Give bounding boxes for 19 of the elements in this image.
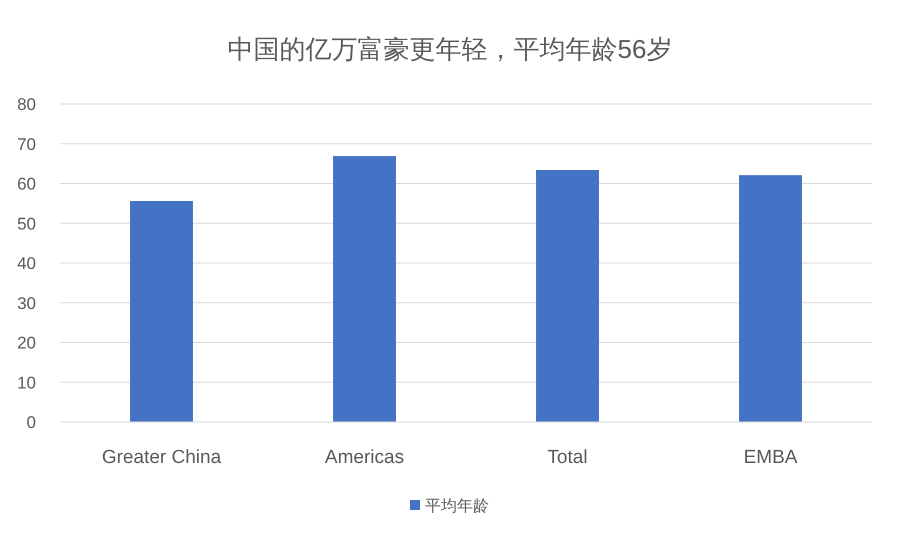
legend-label: 平均年龄 xyxy=(425,498,489,515)
y-tick-label: 0 xyxy=(26,413,36,432)
x-tick-label: Americas xyxy=(324,447,404,468)
bar xyxy=(130,200,193,422)
bar xyxy=(739,175,802,422)
y-tick-label: 40 xyxy=(17,254,36,273)
y-tick-label: 30 xyxy=(17,294,36,313)
y-tick-label: 70 xyxy=(17,134,36,154)
y-tick-label: 60 xyxy=(17,174,36,194)
x-tick-label: Greater China xyxy=(102,447,222,468)
bar xyxy=(333,156,396,422)
x-tick-label: EMBA xyxy=(744,447,798,468)
y-tick-label: 50 xyxy=(17,214,36,234)
y-tick-label: 80 xyxy=(17,95,36,114)
chart-title: 中国的亿万富豪更年轻，平均年龄56岁 xyxy=(228,34,672,64)
y-tick-label: 20 xyxy=(17,334,36,352)
y-tick-label: 10 xyxy=(17,373,36,392)
x-tick-label: Total xyxy=(547,447,588,468)
bar xyxy=(536,170,599,422)
